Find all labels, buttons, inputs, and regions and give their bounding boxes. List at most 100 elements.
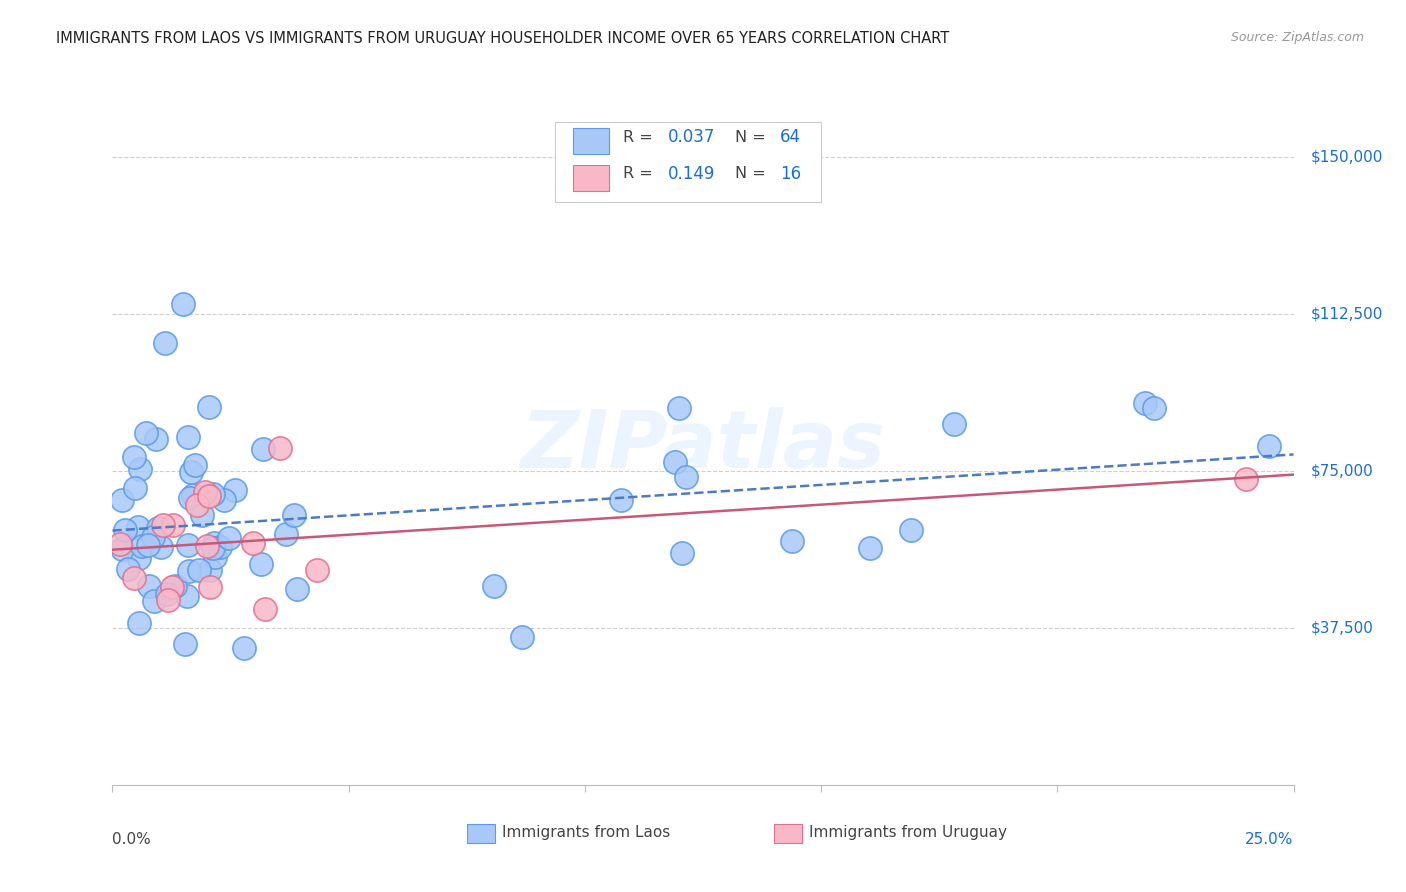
Point bbox=[780, 534, 803, 549]
Point bbox=[128, 551, 150, 566]
Point bbox=[212, 492, 235, 507]
Point bbox=[146, 521, 169, 535]
Point bbox=[190, 508, 212, 523]
Point bbox=[224, 483, 246, 498]
Point bbox=[269, 441, 291, 455]
Point bbox=[122, 570, 145, 584]
Point bbox=[202, 486, 225, 500]
Point bbox=[194, 485, 217, 500]
Point bbox=[122, 450, 145, 464]
Point bbox=[138, 578, 160, 592]
Point bbox=[177, 538, 200, 552]
Point bbox=[181, 488, 204, 502]
Text: N =: N = bbox=[735, 129, 766, 145]
Point bbox=[176, 589, 198, 603]
Point bbox=[180, 465, 202, 479]
Point bbox=[610, 493, 633, 508]
Point bbox=[254, 602, 277, 616]
Text: $75,000: $75,000 bbox=[1312, 464, 1374, 479]
Point bbox=[285, 582, 308, 597]
Point bbox=[202, 535, 225, 549]
Point bbox=[128, 615, 150, 630]
Point bbox=[198, 580, 221, 594]
Point bbox=[242, 535, 264, 549]
Text: 16: 16 bbox=[780, 165, 801, 183]
Point bbox=[512, 630, 534, 644]
FancyBboxPatch shape bbox=[574, 165, 609, 191]
FancyBboxPatch shape bbox=[574, 128, 609, 154]
Point bbox=[198, 489, 221, 503]
Point bbox=[664, 455, 686, 469]
Text: 0.149: 0.149 bbox=[668, 165, 714, 183]
Point bbox=[153, 336, 176, 351]
Point bbox=[174, 637, 197, 651]
Point bbox=[184, 458, 207, 472]
Point bbox=[209, 541, 232, 555]
Point bbox=[136, 538, 159, 552]
Point bbox=[186, 498, 208, 512]
Text: $150,000: $150,000 bbox=[1312, 150, 1384, 165]
Point bbox=[156, 586, 179, 600]
Point bbox=[1234, 473, 1257, 487]
Point bbox=[252, 442, 274, 457]
Point bbox=[283, 508, 305, 522]
Text: Source: ZipAtlas.com: Source: ZipAtlas.com bbox=[1230, 31, 1364, 45]
FancyBboxPatch shape bbox=[467, 824, 495, 843]
Point bbox=[232, 641, 254, 656]
Point bbox=[204, 549, 226, 564]
Point bbox=[111, 541, 134, 556]
Point bbox=[114, 523, 136, 537]
Text: 0.037: 0.037 bbox=[668, 128, 714, 146]
Point bbox=[200, 563, 222, 577]
Point bbox=[1143, 401, 1166, 415]
Point bbox=[142, 594, 165, 608]
Point bbox=[187, 563, 209, 577]
Point bbox=[202, 541, 225, 556]
Point bbox=[177, 430, 200, 444]
Text: R =: R = bbox=[623, 166, 652, 181]
Text: $37,500: $37,500 bbox=[1312, 621, 1374, 635]
Point bbox=[858, 541, 880, 555]
Point bbox=[127, 520, 149, 534]
Point bbox=[135, 425, 157, 440]
Text: N =: N = bbox=[735, 166, 766, 181]
Text: 0.0%: 0.0% bbox=[112, 832, 152, 847]
Text: 25.0%: 25.0% bbox=[1246, 832, 1294, 847]
Point bbox=[145, 432, 167, 446]
Point bbox=[165, 579, 187, 593]
Point bbox=[162, 518, 184, 533]
Point bbox=[150, 541, 173, 555]
Point bbox=[197, 401, 219, 415]
Point bbox=[482, 578, 505, 592]
Point bbox=[179, 491, 201, 505]
Point bbox=[111, 492, 134, 507]
Point bbox=[218, 531, 240, 545]
Point bbox=[177, 564, 200, 578]
Point bbox=[195, 540, 218, 554]
Point bbox=[156, 593, 179, 607]
Point bbox=[276, 527, 298, 541]
Point bbox=[124, 481, 146, 495]
FancyBboxPatch shape bbox=[555, 122, 821, 202]
Text: 64: 64 bbox=[780, 128, 801, 146]
Text: IMMIGRANTS FROM LAOS VS IMMIGRANTS FROM URUGUAY HOUSEHOLDER INCOME OVER 65 YEARS: IMMIGRANTS FROM LAOS VS IMMIGRANTS FROM … bbox=[56, 31, 949, 46]
Point bbox=[141, 530, 163, 544]
Point bbox=[668, 401, 690, 416]
Text: ZIPatlas: ZIPatlas bbox=[520, 407, 886, 485]
Point bbox=[160, 580, 183, 594]
Point bbox=[671, 546, 693, 560]
Point bbox=[943, 417, 966, 431]
Point bbox=[152, 517, 174, 532]
Text: Immigrants from Uruguay: Immigrants from Uruguay bbox=[808, 825, 1007, 839]
Text: $112,500: $112,500 bbox=[1312, 307, 1384, 322]
Point bbox=[131, 539, 153, 553]
Point bbox=[305, 563, 328, 577]
Text: R =: R = bbox=[623, 129, 652, 145]
Point bbox=[250, 558, 273, 572]
Point bbox=[129, 462, 152, 476]
Point bbox=[900, 523, 922, 537]
Point bbox=[117, 562, 139, 576]
Point bbox=[110, 536, 132, 550]
Point bbox=[1257, 439, 1279, 453]
Text: Immigrants from Laos: Immigrants from Laos bbox=[502, 825, 671, 839]
